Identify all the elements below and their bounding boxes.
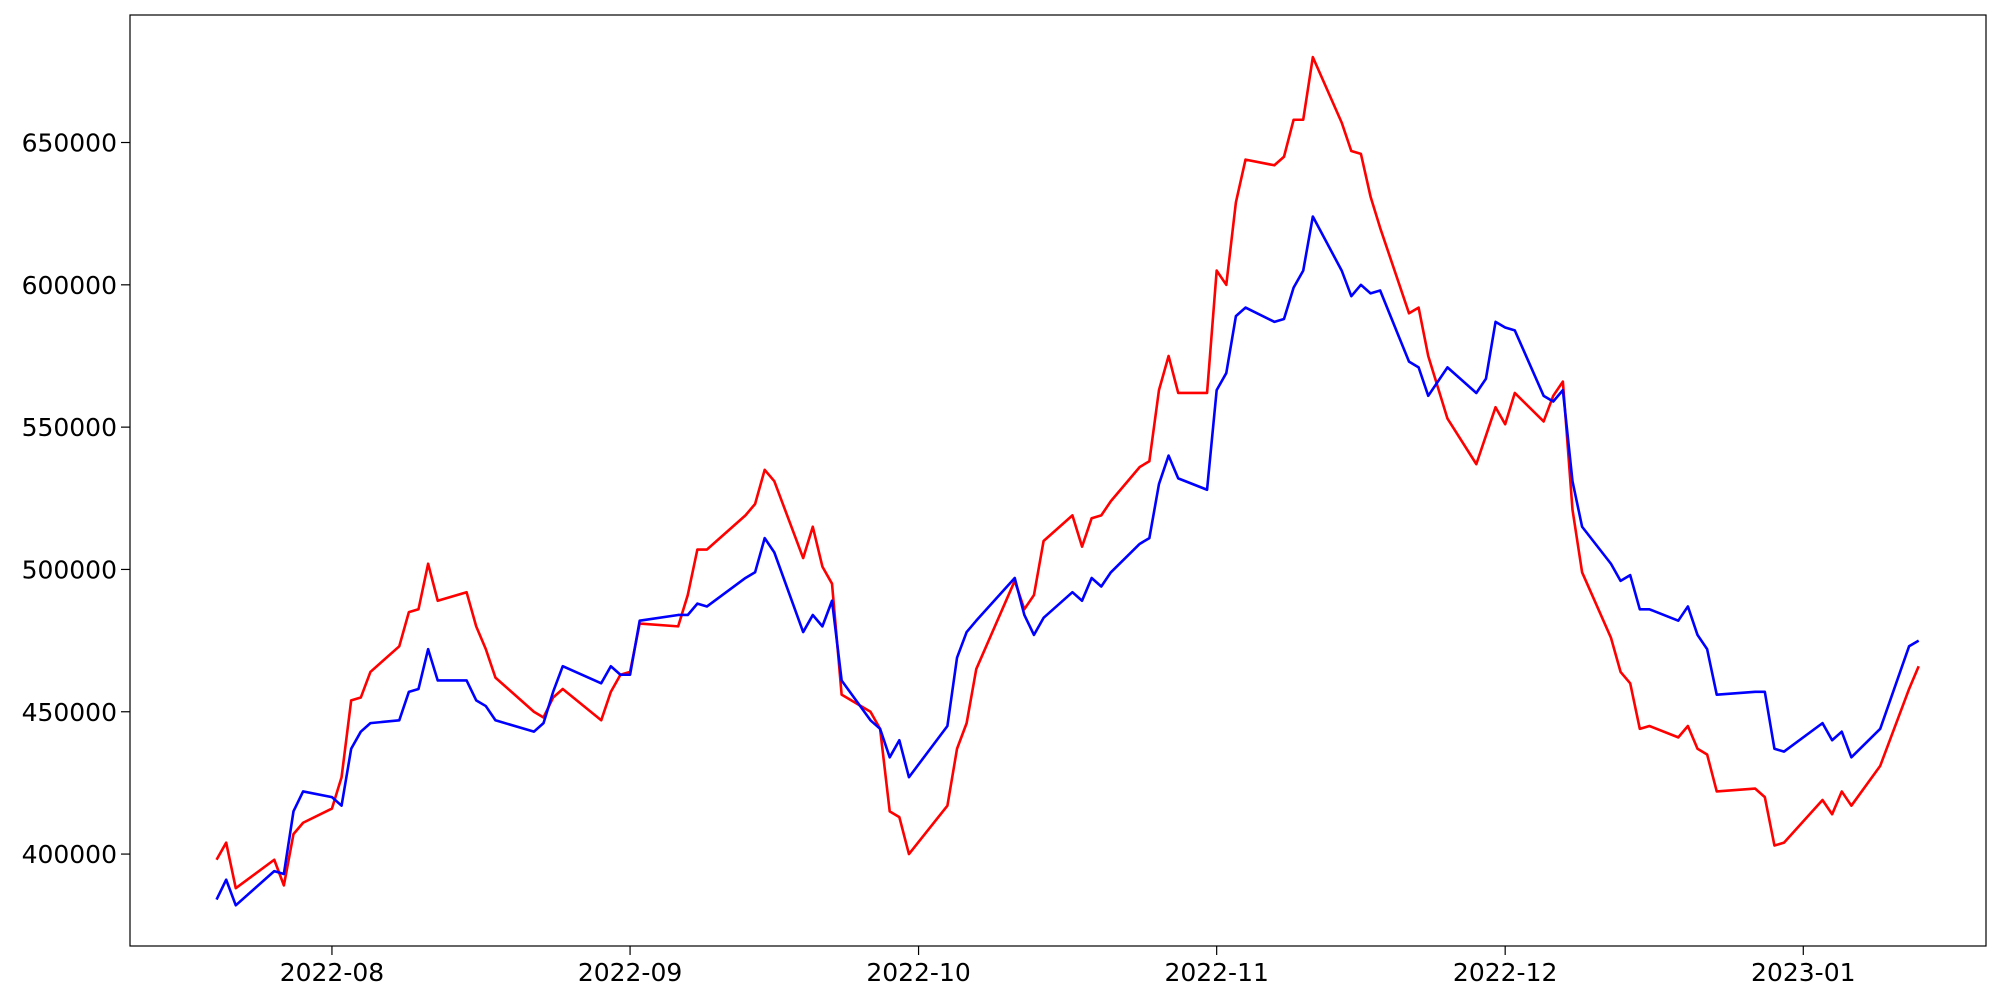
y-tick-label: 650000 [22, 129, 117, 158]
x-tick-label: 2023-01 [1751, 958, 1855, 987]
x-tick-label: 2022-09 [578, 958, 682, 987]
series-line [215, 55, 1920, 890]
y-tick-label: 550000 [22, 413, 117, 442]
y-tick-label: 450000 [22, 698, 117, 727]
x-tick-label: 2022-08 [280, 958, 384, 987]
x-tick-label: 2022-10 [866, 958, 970, 987]
x-tick-label: 2022-11 [1164, 958, 1268, 987]
y-tick-label: 600000 [22, 271, 117, 300]
x-tick-label: 2022-12 [1453, 958, 1557, 987]
y-tick-label: 400000 [22, 840, 117, 869]
plot-frame [129, 14, 1987, 947]
series-line [215, 215, 1920, 907]
y-tick-label: 500000 [22, 555, 117, 584]
